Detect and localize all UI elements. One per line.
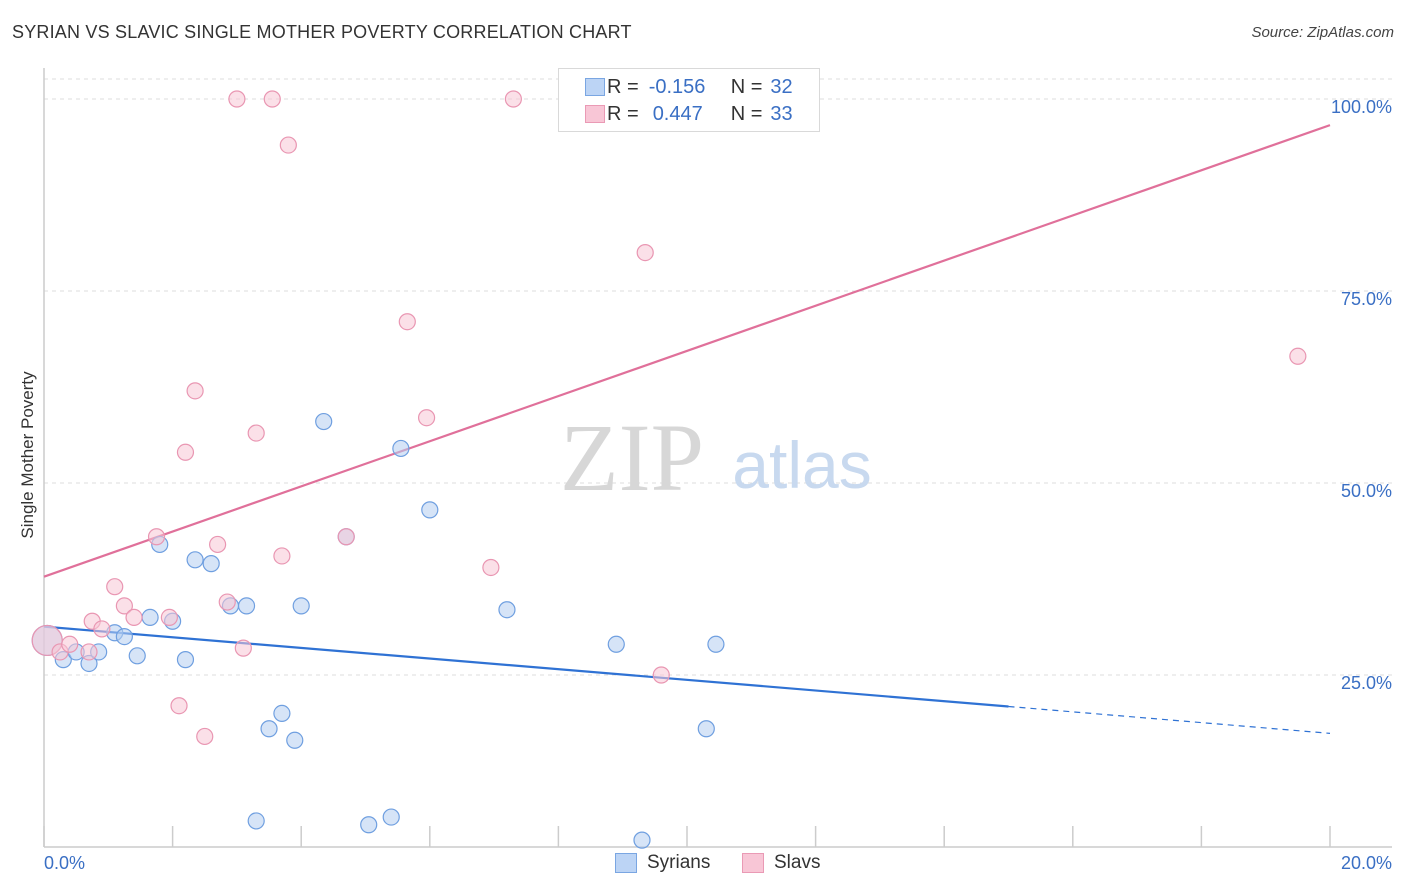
syrians-point	[707, 635, 725, 653]
syrians-n-value: 32	[770, 75, 793, 98]
slavs-point	[93, 620, 111, 638]
r-label: R =	[607, 75, 639, 98]
syrians-point	[607, 635, 625, 653]
syrians-legend-label: Syrians	[647, 852, 711, 873]
slavs-point	[482, 558, 500, 577]
slavs-point	[115, 597, 133, 615]
syrians-point	[247, 812, 265, 830]
slavs-point	[186, 382, 204, 400]
syrians-point	[273, 704, 291, 723]
slavs-point	[209, 535, 227, 554]
y-tick-label: 75.0%	[1341, 289, 1392, 309]
syrians-point	[237, 597, 256, 615]
syrians-point	[498, 601, 516, 619]
slavs-point	[504, 90, 522, 108]
y-tick-label: 100.0%	[1331, 97, 1392, 117]
slavs-point	[125, 608, 143, 627]
x-tick-label: 0.0%	[44, 853, 85, 873]
series-legend: Syrians Slavs	[0, 852, 1406, 878]
y-tick-label: 50.0%	[1341, 481, 1392, 501]
syrians-point	[128, 647, 146, 665]
slavs-n-value: 33	[770, 102, 793, 125]
slavs-swatch	[585, 105, 605, 123]
slavs-point	[218, 593, 236, 611]
gridlines	[44, 78, 1392, 676]
data-points	[31, 90, 1307, 849]
syrians-point	[186, 551, 204, 569]
slavs-point	[147, 528, 166, 546]
legend-item-slavs: Slavs	[742, 852, 820, 874]
syrians-point	[176, 651, 195, 669]
watermark-atlas: atlas	[732, 428, 871, 502]
slavs-point	[176, 443, 195, 461]
syrians-point	[633, 831, 651, 849]
n-label: N =	[730, 102, 763, 125]
syrians-point	[421, 501, 439, 519]
trend-lines	[43, 124, 1331, 734]
syrians-point	[286, 731, 304, 749]
slavs-legend-swatch	[742, 853, 764, 873]
syrians-trend-line	[43, 625, 1009, 708]
syrians-point	[382, 808, 400, 826]
syrians-point	[141, 608, 159, 627]
correlation-legend: R = -0.156 N = 32 R = 0.447 N = 33	[558, 68, 820, 132]
legend-row-slavs: R = 0.447 N = 33	[585, 101, 793, 127]
slavs-point	[636, 244, 654, 262]
syrians-point	[360, 816, 378, 834]
n-label: N =	[730, 75, 763, 98]
tick-labels: 25.0% 50.0% 75.0% 100.0% 0.0% 20.0%	[44, 97, 1392, 873]
axes	[43, 68, 1392, 848]
watermark-zip: ZIP	[560, 404, 704, 511]
slavs-point	[263, 90, 281, 108]
slavs-point	[273, 547, 291, 565]
r-label: R =	[607, 102, 639, 125]
syrians-point	[202, 555, 220, 573]
chart-title: SYRIAN VS SLAVIC SINGLE MOTHER POVERTY C…	[12, 22, 632, 42]
slavs-point	[160, 608, 178, 627]
legend-item-syrians: Syrians	[615, 852, 710, 874]
syrians-point	[697, 720, 715, 738]
slavs-legend-label: Slavs	[774, 852, 821, 873]
slavs-point	[61, 635, 79, 653]
slavs-trend-line	[43, 124, 1331, 578]
slavs-point	[279, 136, 297, 154]
syrians-legend-swatch	[615, 853, 637, 873]
slavs-r-value: 0.447	[652, 102, 703, 125]
slavs-point	[652, 666, 670, 684]
syrians-r-value: -0.156	[648, 75, 706, 98]
source-label: Source: ZipAtlas.com	[1251, 24, 1394, 41]
syrians-point	[115, 627, 133, 646]
slavs-point	[196, 727, 214, 746]
slavs-point	[247, 424, 265, 442]
slavs-point	[106, 578, 124, 596]
slavs-point	[234, 639, 252, 657]
y-tick-label: 25.0%	[1341, 673, 1392, 693]
x-tick-label: 20.0%	[1341, 853, 1392, 873]
syrians-point	[315, 412, 333, 431]
syrians-point	[260, 720, 278, 738]
slavs-point	[398, 313, 416, 331]
y-axis-label: Single Mother Poverty	[18, 371, 37, 539]
syrians-swatch	[585, 78, 605, 96]
slavs-point	[170, 697, 188, 715]
slavs-point	[228, 90, 246, 108]
syrians-point	[392, 439, 410, 458]
syrians-trend-extension	[1008, 705, 1331, 734]
legend-row-syrians: R = -0.156 N = 32	[585, 74, 793, 100]
slavs-point	[80, 643, 98, 661]
slavs-point	[337, 528, 355, 546]
slavs-point	[417, 409, 436, 427]
syrians-point	[292, 597, 310, 615]
slavs-point	[1289, 347, 1307, 365]
